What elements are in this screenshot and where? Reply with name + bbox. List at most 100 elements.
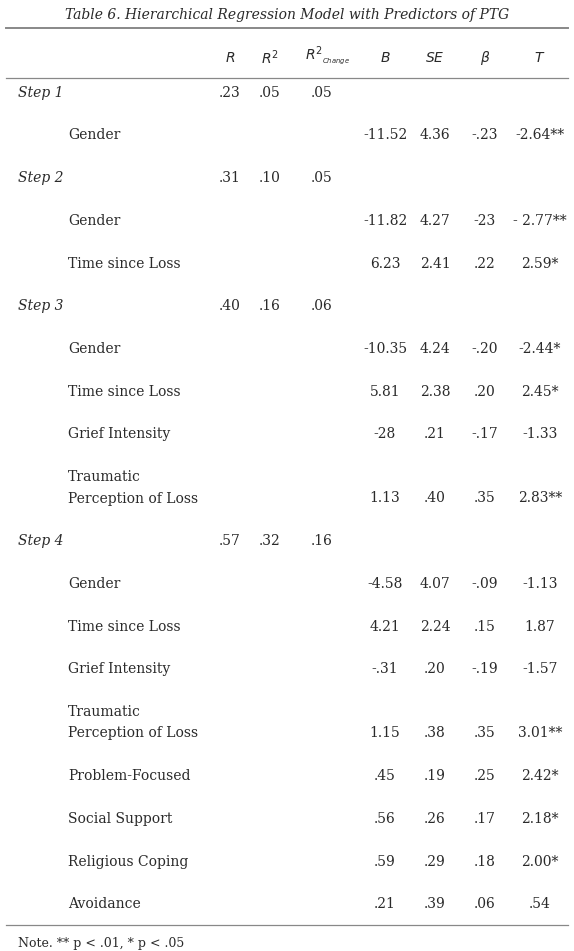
Text: $R^2$: $R^2$ (305, 45, 323, 64)
Text: .20: .20 (474, 385, 496, 398)
Text: -11.52: -11.52 (363, 128, 407, 143)
Text: Step 1: Step 1 (18, 86, 64, 100)
Text: Step 4: Step 4 (18, 534, 64, 548)
Text: 2.45*: 2.45* (521, 385, 559, 398)
Text: .05: .05 (259, 86, 281, 100)
Text: .35: .35 (474, 727, 496, 741)
Text: Step 2: Step 2 (18, 171, 64, 185)
Text: -.20: -.20 (472, 342, 498, 356)
Text: $_{Change}$: $_{Change}$ (322, 57, 350, 68)
Text: - 2.77**: - 2.77** (513, 214, 567, 228)
Text: Social Support: Social Support (68, 812, 172, 825)
Text: Perception of Loss: Perception of Loss (68, 727, 198, 741)
Text: 4.24: 4.24 (420, 342, 451, 356)
Text: Grief Intensity: Grief Intensity (68, 427, 170, 441)
Text: 4.07: 4.07 (420, 577, 451, 591)
Text: .35: .35 (474, 492, 496, 506)
Text: Religious Coping: Religious Coping (68, 855, 188, 868)
Text: 2.24: 2.24 (420, 620, 451, 633)
Text: 1.13: 1.13 (370, 492, 401, 506)
Text: -.09: -.09 (472, 577, 498, 591)
Text: -2.64**: -2.64** (515, 128, 565, 143)
Text: .15: .15 (474, 620, 496, 633)
Text: 2.41: 2.41 (420, 257, 451, 270)
Text: .32: .32 (259, 534, 281, 548)
Text: .19: .19 (424, 769, 446, 784)
Text: .54: .54 (529, 898, 551, 911)
Text: .38: .38 (424, 727, 446, 741)
Text: Time since Loss: Time since Loss (68, 257, 181, 270)
Text: .29: .29 (424, 855, 446, 868)
Text: 4.21: 4.21 (370, 620, 401, 633)
Text: .05: .05 (311, 86, 333, 100)
Text: Time since Loss: Time since Loss (68, 620, 181, 633)
Text: -10.35: -10.35 (363, 342, 407, 356)
Text: .57: .57 (219, 534, 241, 548)
Text: .21: .21 (424, 427, 446, 441)
Text: Traumatic: Traumatic (68, 470, 141, 484)
Text: 3.01**: 3.01** (518, 727, 562, 741)
Text: $B$: $B$ (379, 51, 390, 65)
Text: 5.81: 5.81 (370, 385, 400, 398)
Text: .45: .45 (374, 769, 396, 784)
Text: .26: .26 (424, 812, 446, 825)
Text: .59: .59 (374, 855, 396, 868)
Text: .23: .23 (219, 86, 241, 100)
Text: -4.58: -4.58 (367, 577, 403, 591)
Text: 1.87: 1.87 (525, 620, 556, 633)
Text: 1.15: 1.15 (370, 727, 401, 741)
Text: .40: .40 (424, 492, 446, 506)
Text: Gender: Gender (68, 577, 121, 591)
Text: Step 3: Step 3 (18, 300, 64, 313)
Text: 4.36: 4.36 (420, 128, 451, 143)
Text: .39: .39 (424, 898, 446, 911)
Text: Note. ** p < .01, * p < .05: Note. ** p < .01, * p < .05 (18, 937, 184, 949)
Text: -.23: -.23 (472, 128, 498, 143)
Text: .16: .16 (311, 534, 333, 548)
Text: Grief Intensity: Grief Intensity (68, 663, 170, 676)
Text: .20: .20 (424, 663, 446, 676)
Text: 2.38: 2.38 (420, 385, 450, 398)
Text: Problem-Focused: Problem-Focused (68, 769, 191, 784)
Text: -.19: -.19 (472, 663, 498, 676)
Text: Avoidance: Avoidance (68, 898, 141, 911)
Text: 4.27: 4.27 (420, 214, 451, 228)
Text: $R$: $R$ (225, 51, 235, 65)
Text: Time since Loss: Time since Loss (68, 385, 181, 398)
Text: 2.59*: 2.59* (521, 257, 559, 270)
Text: 6.23: 6.23 (370, 257, 400, 270)
Text: Gender: Gender (68, 128, 121, 143)
Text: .18: .18 (474, 855, 496, 868)
Text: .31: .31 (219, 171, 241, 185)
Text: .25: .25 (474, 769, 496, 784)
Text: -.17: -.17 (472, 427, 498, 441)
Text: 2.83**: 2.83** (518, 492, 562, 506)
Text: $\beta$: $\beta$ (480, 49, 490, 67)
Text: .56: .56 (374, 812, 396, 825)
Text: .05: .05 (311, 171, 333, 185)
Text: .06: .06 (311, 300, 333, 313)
Text: .17: .17 (474, 812, 496, 825)
Text: .22: .22 (474, 257, 496, 270)
Text: .06: .06 (474, 898, 496, 911)
Text: -1.57: -1.57 (522, 663, 558, 676)
Text: .40: .40 (219, 300, 241, 313)
Text: 2.00*: 2.00* (521, 855, 559, 868)
Text: Gender: Gender (68, 214, 121, 228)
Text: -28: -28 (374, 427, 396, 441)
Text: Perception of Loss: Perception of Loss (68, 492, 198, 506)
Text: -1.13: -1.13 (522, 577, 558, 591)
Text: -1.33: -1.33 (522, 427, 558, 441)
Text: -23: -23 (474, 214, 496, 228)
Text: 2.18*: 2.18* (521, 812, 559, 825)
Text: 2.42*: 2.42* (521, 769, 559, 784)
Text: .21: .21 (374, 898, 396, 911)
Text: -.31: -.31 (372, 663, 398, 676)
Text: -2.44*: -2.44* (519, 342, 561, 356)
Text: .16: .16 (259, 300, 281, 313)
Text: -11.82: -11.82 (363, 214, 407, 228)
Text: Table 6. Hierarchical Regression Model with Predictors of PTG: Table 6. Hierarchical Regression Model w… (65, 8, 509, 22)
Text: .10: .10 (259, 171, 281, 185)
Text: Traumatic: Traumatic (68, 705, 141, 719)
Text: Gender: Gender (68, 342, 121, 356)
